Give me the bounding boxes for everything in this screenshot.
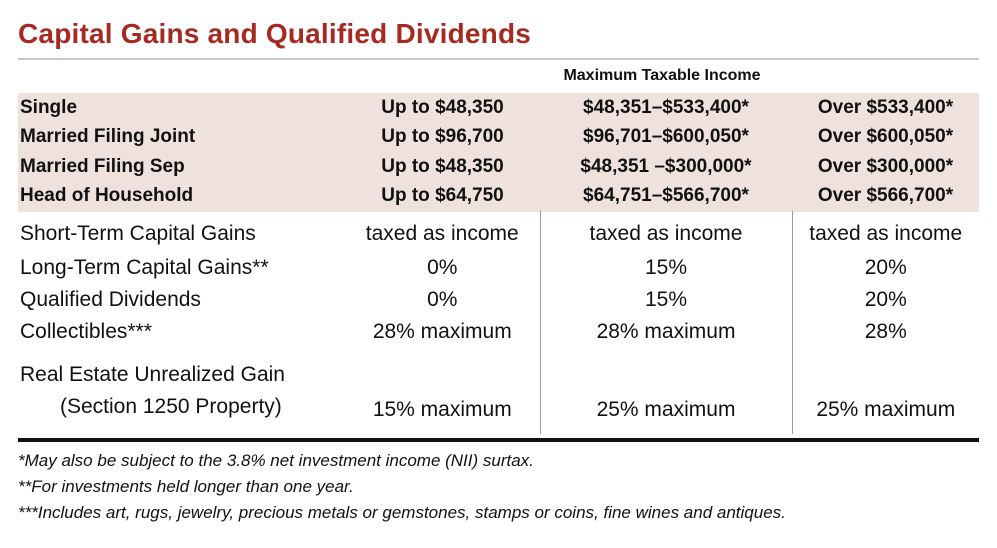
bracket-low: Up to $48,350 (381, 96, 504, 118)
bracket-low: Up to $96,700 (381, 126, 504, 148)
rate-mid: 15% (539, 284, 792, 316)
rate-high: 28% (791, 316, 979, 348)
rate-row-long-term: Long-Term Capital Gains** 0% 15% 20% (18, 252, 979, 284)
rate-high: taxed as income (791, 211, 979, 252)
filing-row-single: Single Up to $48,350 $48,351–$533,400* O… (18, 93, 979, 123)
rate-low: 0% (427, 288, 458, 311)
bracket-low: Up to $64,750 (381, 185, 504, 207)
rate-low: 15% maximum (372, 398, 512, 421)
rate-label: Real Estate Unrealized Gain (Section 125… (18, 348, 345, 434)
footnote: *May also be subject to the 3.8% net inv… (18, 451, 534, 470)
tax-rate-table: Single Up to $48,350 $48,351–$533,400* O… (18, 93, 979, 434)
filing-status-label: Single (20, 96, 78, 118)
page-title: Capital Gains and Qualified Dividends (18, 18, 532, 49)
filing-status-label: Head of Household (20, 185, 194, 207)
rate-label: Short-Term Capital Gains (20, 221, 256, 245)
rate-row-short-term: Short-Term Capital Gains taxed as income… (18, 211, 979, 252)
rate-mid: 25% maximum (539, 348, 792, 434)
filing-status-band (18, 93, 979, 212)
bracket-high: Over $566,700* (817, 185, 954, 207)
rate-row-qualified-dividends: Qualified Dividends 0% 15% 20% (18, 284, 979, 316)
rate-label-line1: Real Estate Unrealized Gain (20, 363, 285, 386)
rate-high: 20% (791, 284, 979, 316)
rate-low: 0% (427, 256, 458, 279)
footnote: **For investments held longer than one y… (18, 477, 354, 496)
filing-row-married-sep: Married Filing Sep Up to $48,350 $48,351… (18, 152, 979, 182)
income-header: Maximum Taxable Income (563, 67, 761, 84)
filing-status-label: Married Filing Sep (20, 155, 185, 177)
rate-row-collectibles: Collectibles*** 28% maximum 28% maximum … (18, 316, 979, 348)
bracket-high: Over $300,000* (817, 155, 954, 177)
rate-row-real-estate: Real Estate Unrealized Gain (Section 125… (18, 348, 979, 434)
rate-high: 25% maximum (791, 348, 979, 434)
filing-row-married-joint: Married Filing Joint Up to $96,700 $96,7… (18, 123, 979, 153)
rate-mid: taxed as income (539, 211, 792, 252)
rate-low: 28% maximum (372, 320, 512, 343)
title-divider (18, 58, 979, 60)
footnote: ***Includes art, rugs, jewelry, precious… (18, 503, 786, 522)
bracket-mid: $64,751–$566,700* (583, 185, 749, 207)
filing-row-head-of-household: Head of Household Up to $64,750 $64,751–… (18, 182, 979, 212)
rate-label: Long-Term Capital Gains** (20, 256, 269, 279)
filing-status-label: Married Filing Joint (20, 126, 196, 148)
rate-mid: 28% maximum (539, 316, 792, 348)
bracket-high: Over $600,050* (817, 126, 954, 148)
rate-label: Qualified Dividends (20, 288, 201, 311)
rate-high: 20% (791, 252, 979, 284)
bracket-mid: $48,351–$533,400* (583, 96, 749, 118)
bracket-low: Up to $48,350 (381, 155, 504, 177)
footnote-divider (18, 438, 979, 442)
bracket-high: Over $533,400* (817, 96, 954, 118)
rate-low: taxed as income (365, 221, 519, 245)
rate-label-line2: (Section 1250 Property) (60, 395, 282, 418)
footnotes: *May also be subject to the 3.8% net inv… (18, 448, 979, 526)
bracket-mid: $48,351 –$300,000* (580, 155, 752, 177)
rate-mid: 15% (539, 252, 792, 284)
rate-label: Collectibles*** (20, 320, 152, 343)
bracket-mid: $96,701–$600,050* (583, 126, 749, 148)
